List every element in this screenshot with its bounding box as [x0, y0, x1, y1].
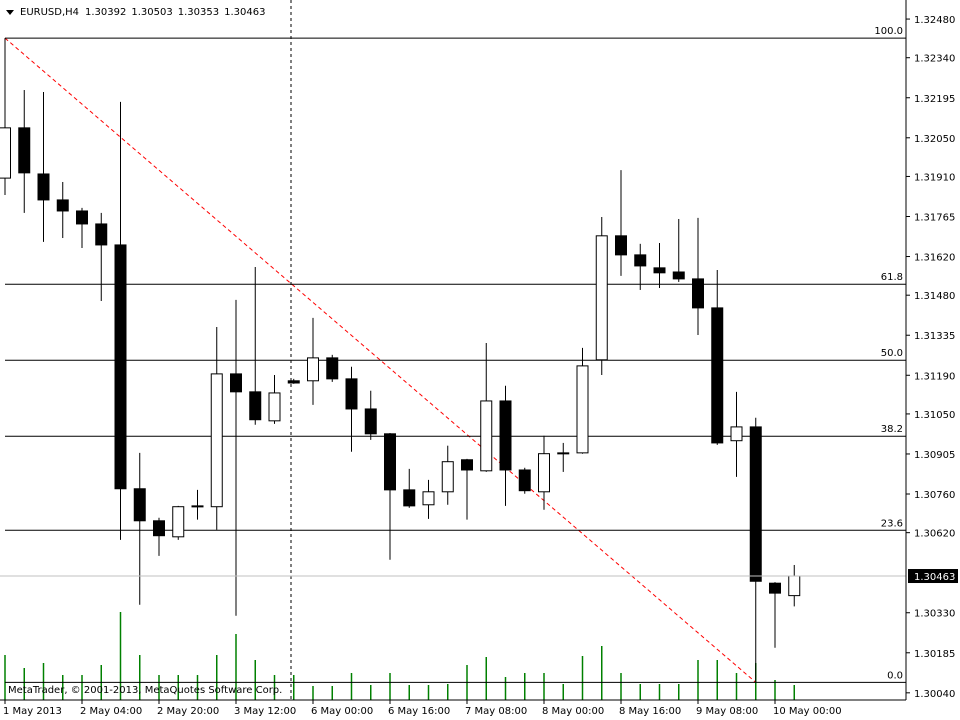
candle-body: [615, 235, 627, 256]
candle-body: [114, 244, 127, 490]
candle-body: [518, 469, 531, 492]
header-open: 1.30392: [85, 7, 126, 18]
candle-body: [95, 223, 108, 246]
x-tick-label: 1 May 2013: [3, 706, 62, 717]
candle-body: [557, 452, 570, 455]
y-tick-label: 1.32480: [914, 15, 955, 26]
candle-body: [384, 433, 396, 491]
fibo-label: 38.2: [881, 424, 903, 435]
candle-body: [576, 365, 589, 454]
candle-body: [268, 392, 281, 422]
candle-body: [76, 210, 88, 225]
candle-body: [634, 254, 647, 267]
x-tick-label: 2 May 20:00: [157, 706, 219, 717]
candle-body: [210, 373, 223, 508]
candle-body: [133, 488, 146, 522]
candle-body: [672, 271, 685, 280]
y-tick-label: 1.30905: [914, 450, 955, 461]
header-close: 1.30463: [224, 7, 265, 18]
menu-icon[interactable]: [6, 10, 14, 15]
candle-body: [230, 373, 242, 393]
fibo-label: 61.8: [881, 272, 903, 283]
y-tick-label: 1.31910: [914, 172, 955, 183]
fibo-label: 50.0: [881, 348, 903, 359]
candle-body: [653, 267, 666, 274]
candle-body: [749, 426, 762, 582]
candle-body: [538, 453, 550, 493]
header-low: 1.30353: [178, 7, 219, 18]
candle-body: [18, 127, 31, 174]
candle-body: [769, 582, 781, 594]
y-tick-label: 1.31335: [914, 331, 955, 342]
x-tick-label: 8 May 00:00: [542, 706, 604, 717]
candle-body: [595, 235, 608, 361]
candle-body: [499, 400, 512, 471]
y-tick-label: 1.31190: [914, 371, 955, 382]
x-tick-label: 9 May 08:00: [696, 706, 758, 717]
y-tick-label: 1.31480: [914, 291, 955, 302]
symbol: EURUSD,H4: [20, 7, 79, 18]
header: EURUSD,H4 1.30392 1.30503 1.30353 1.30463: [20, 7, 265, 18]
y-tick-label: 1.32340: [914, 54, 955, 65]
candle-body: [191, 505, 204, 508]
candle-body: [730, 426, 743, 442]
fibo-label: 100.0: [874, 26, 903, 37]
y-tick-label: 1.30040: [914, 689, 955, 700]
y-tick-label: 1.30330: [914, 609, 955, 620]
candle-body: [441, 461, 454, 493]
fibo-label: 0.0: [887, 670, 903, 681]
candle-body: [461, 459, 473, 471]
x-tick-label: 6 May 00:00: [311, 706, 373, 717]
y-tick-label: 1.30620: [914, 529, 955, 540]
x-tick-label: 6 May 16:00: [388, 706, 450, 717]
candle-body: [692, 278, 704, 309]
candle-body: [0, 127, 11, 179]
fibo-trend-line: [4, 37, 757, 683]
candle-body: [249, 391, 262, 421]
candle-body: [345, 378, 358, 410]
candle-body: [480, 400, 493, 472]
fibo-label: 23.6: [881, 518, 903, 529]
candle-body: [307, 357, 319, 382]
candle-body: [37, 173, 50, 201]
y-tick-label: 1.32195: [914, 94, 955, 105]
x-tick-label: 10 May 00:00: [773, 706, 842, 717]
candle-body: [788, 575, 801, 597]
y-tick-label: 1.30185: [914, 649, 955, 660]
candle-body: [56, 199, 69, 212]
y-tick-label: 1.31050: [914, 410, 955, 421]
x-tick-label: 7 May 08:00: [465, 706, 527, 717]
current-price-label: 1.30463: [914, 572, 955, 583]
current-price-box: [908, 569, 958, 584]
candle-body: [364, 408, 377, 435]
x-tick-label: 8 May 16:00: [619, 706, 681, 717]
candle-body: [287, 380, 300, 384]
candle-body: [422, 491, 435, 506]
y-tick-label: 1.31620: [914, 253, 955, 264]
header-high: 1.30503: [131, 7, 172, 18]
x-tick-label: 3 May 12:00: [234, 706, 296, 717]
candle-body: [153, 520, 165, 537]
candle-body: [172, 506, 185, 538]
y-tick-label: 1.31765: [914, 212, 955, 223]
y-tick-label: 1.30760: [914, 490, 955, 501]
candle-body: [326, 357, 339, 380]
candle-body: [711, 307, 724, 444]
watermark: MetaTrader, © 2001-2013, MetaQuotes Soft…: [8, 685, 282, 696]
x-tick-label: 2 May 04:00: [80, 706, 142, 717]
plot: 100.0 61.8 50.0 38.2 23.6 0.0: [0, 26, 906, 700]
y-tick-label: 1.32050: [914, 134, 955, 145]
candle-body: [403, 489, 416, 507]
